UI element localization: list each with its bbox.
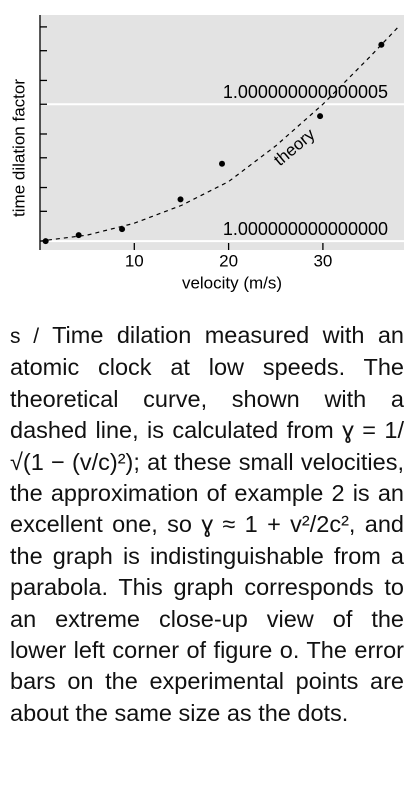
y-axis-label: time dilation factor — [9, 79, 28, 217]
x-tick-label: 10 — [125, 251, 144, 270]
x-tick-label: 20 — [219, 251, 238, 270]
y-tick-label: 1.000000000000005 — [223, 82, 388, 102]
data-point — [378, 41, 385, 48]
data-point — [42, 238, 49, 245]
x-axis-label: velocity (m/s) — [182, 273, 282, 292]
data-point — [317, 113, 324, 120]
data-point — [219, 160, 225, 167]
y-tick-label: 1.000000000000000 — [223, 219, 388, 239]
caption-label: s / — [10, 325, 40, 348]
caption: s / Time dilation measured with an atomi… — [10, 320, 404, 729]
data-point — [75, 232, 82, 239]
x-tick-label: 30 — [313, 251, 332, 270]
chart: velocity (m/s) time dilation factor 1.00… — [9, 15, 404, 292]
data-point — [177, 196, 184, 203]
caption-text: Time dilation measured with an atomic cl… — [10, 322, 404, 726]
plot-area — [40, 15, 404, 250]
data-point — [119, 226, 126, 233]
